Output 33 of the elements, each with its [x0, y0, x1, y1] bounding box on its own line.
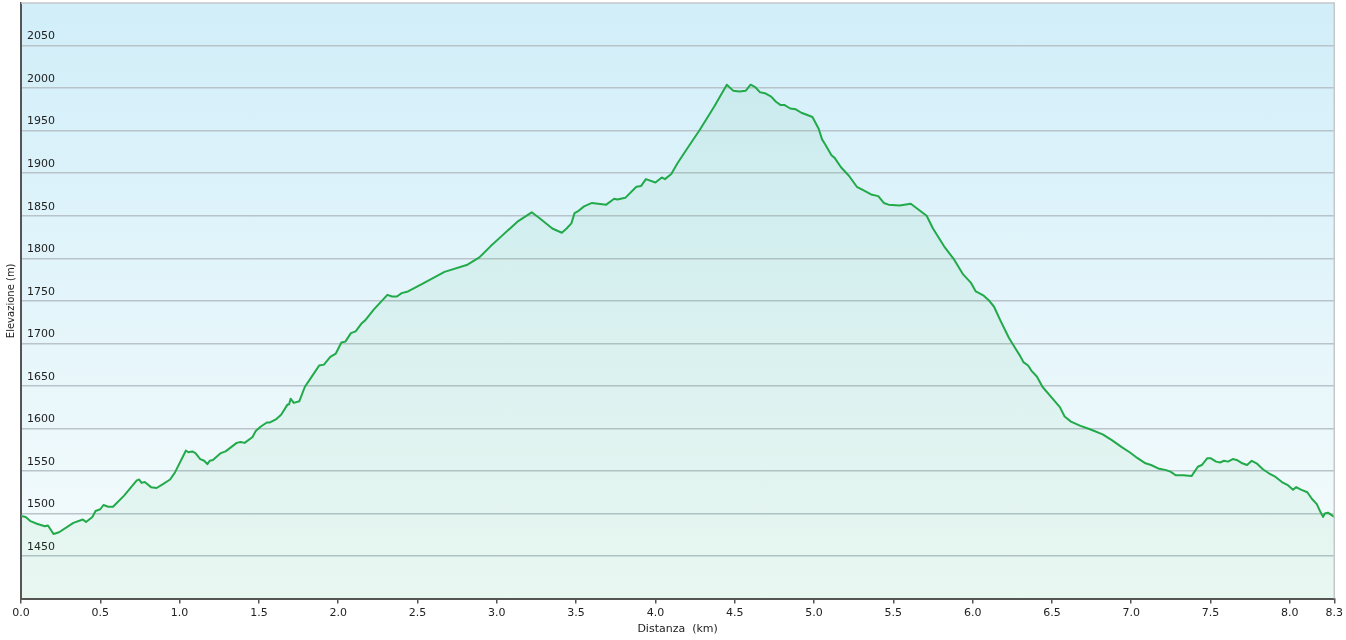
x-tick-label: 2.5 — [408, 606, 427, 620]
x-tick-label: 8.3 — [1325, 606, 1343, 620]
y-tick-label: 1500 — [27, 497, 55, 511]
x-tick-label: 1.0 — [170, 606, 189, 620]
x-tick-label: 5.0 — [805, 606, 823, 620]
x-tick-label: 0.5 — [91, 606, 110, 620]
y-tick-label: 2000 — [27, 71, 55, 85]
x-tick-label: 4.0 — [646, 606, 665, 620]
y-tick-label: 1700 — [27, 327, 55, 341]
y-tick-label: 1750 — [27, 284, 55, 298]
y-tick-label: 1600 — [27, 412, 55, 426]
x-tick-label: 7.5 — [1201, 606, 1220, 620]
x-axis-title: Distanza (km) — [637, 622, 718, 636]
y-tick-label: 1850 — [27, 199, 55, 213]
y-tick-label: 1800 — [27, 242, 55, 256]
x-tick-label: 8.0 — [1281, 606, 1299, 620]
y-tick-label: 1450 — [27, 539, 55, 553]
x-tick-label: 6.5 — [1043, 606, 1061, 620]
x-tick-label: 6.0 — [963, 606, 982, 620]
y-tick-label: 1650 — [27, 369, 55, 383]
x-tick-label: 2.0 — [329, 606, 347, 620]
x-tick-label: 3.0 — [488, 606, 506, 620]
y-tick-label: 2050 — [27, 29, 55, 43]
y-tick-label: 1900 — [27, 157, 55, 171]
y-axis-title: Elevazione (m) — [4, 263, 16, 339]
y-tick-label: 1550 — [27, 454, 55, 468]
x-tick-label: 4.5 — [725, 606, 744, 620]
x-tick-label: 0.0 — [12, 606, 30, 620]
x-tick-label: 7.0 — [1122, 606, 1140, 620]
x-tick-label: 1.5 — [250, 606, 268, 620]
y-tick-label: 1950 — [27, 114, 55, 128]
x-tick-label: 3.5 — [567, 606, 585, 620]
x-tick-label: 5.5 — [884, 606, 903, 620]
